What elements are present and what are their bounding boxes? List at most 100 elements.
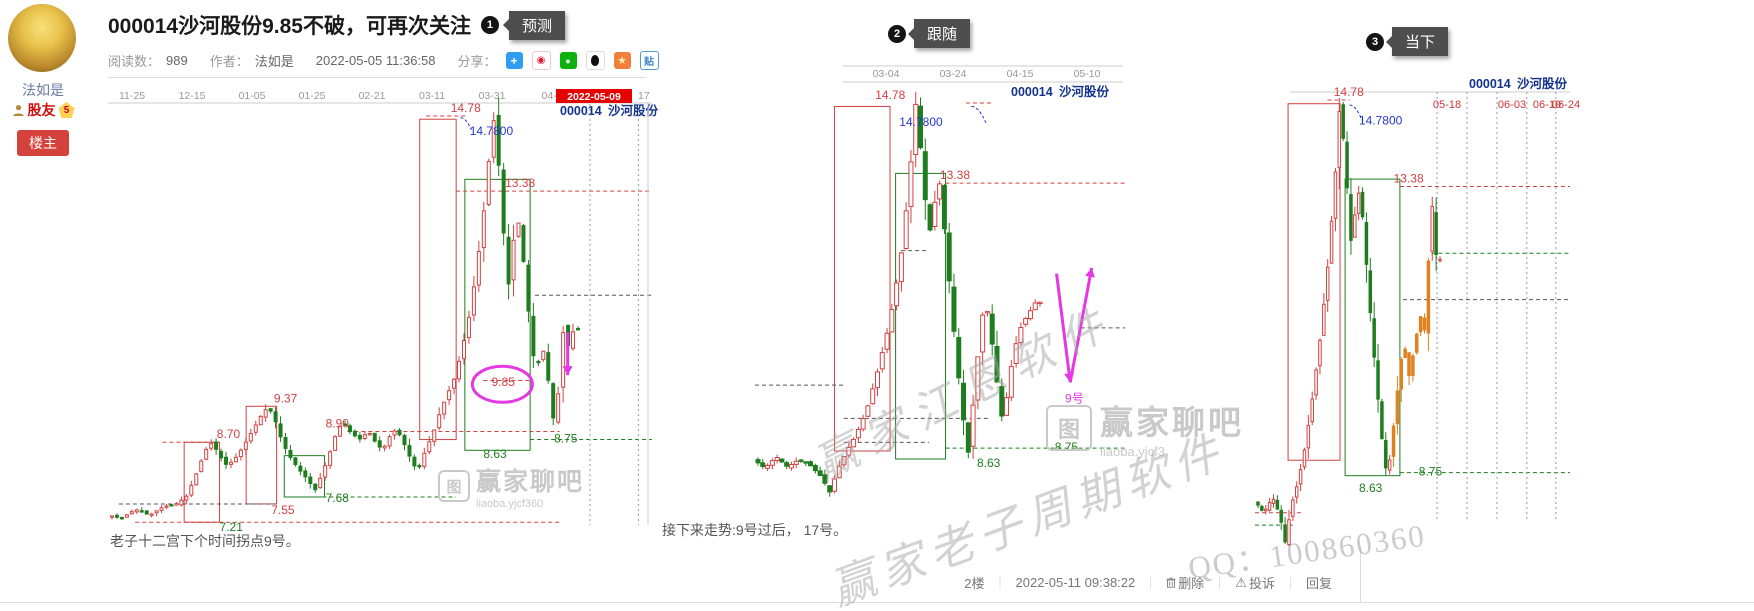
qzone-share-icon[interactable]: ★ (613, 52, 631, 69)
annotation-arrow (1068, 267, 1094, 383)
candle-body (407, 445, 412, 457)
callout-connector (460, 117, 472, 131)
candle-body (798, 459, 804, 462)
candle-body (164, 505, 169, 508)
price-label: 13.38 (1394, 172, 1424, 186)
candle-body (970, 404, 976, 447)
candle-body (303, 470, 308, 478)
candle-body (803, 461, 809, 464)
price-label: 14.78 (875, 88, 905, 102)
candle-body (1353, 214, 1357, 238)
username[interactable]: 法如是 (22, 82, 64, 98)
annotation-arrow (1055, 273, 1072, 383)
candle-body (1438, 258, 1442, 262)
author-label: 作者： (209, 54, 249, 69)
candle-body (918, 105, 924, 149)
candle-body (556, 393, 561, 423)
step-2-circle: 2 (888, 24, 906, 43)
warning-icon: ⚠ (1235, 574, 1247, 590)
candle-body (774, 457, 780, 461)
symbol-name-label: 沙河股份 (1517, 76, 1568, 91)
candle-body (784, 462, 790, 467)
candle-body (476, 251, 481, 286)
candle-body (154, 510, 159, 514)
report-link[interactable]: ⚠ 投诉 (1235, 574, 1275, 592)
delete-link[interactable]: 删除 (1166, 573, 1204, 592)
author-name[interactable]: 法如是 (254, 54, 294, 69)
price-label: 14.7800 (899, 115, 943, 129)
axis-tick-label: 12-15 (179, 90, 206, 102)
candle-body (1008, 366, 1014, 398)
candle-body (343, 423, 347, 426)
candle-body (179, 499, 184, 506)
gann-box (1287, 103, 1341, 461)
price-label: 8.75 (554, 432, 578, 446)
candle-body (1403, 348, 1407, 359)
candle-body (1411, 355, 1415, 377)
sina-weibo-share-icon[interactable]: ◉ (531, 51, 551, 70)
qq-share-icon[interactable] (585, 51, 605, 70)
candle-body (447, 390, 452, 401)
candle-body (1322, 303, 1326, 336)
candle-body (817, 470, 823, 476)
candle-body (1364, 222, 1369, 265)
candle-body (402, 435, 407, 446)
candle-body (769, 460, 775, 466)
candle-body (1037, 301, 1043, 304)
price-label: 7.68 (326, 491, 350, 505)
candle-body (1275, 499, 1280, 510)
candle-body (989, 313, 995, 345)
candle-body (1418, 316, 1423, 333)
candle-body (392, 430, 397, 436)
candle-body (481, 210, 486, 249)
reply-link[interactable]: 回复 (1305, 576, 1332, 591)
highlight-ellipse (470, 364, 534, 404)
candle-body (1399, 358, 1404, 390)
candle-body (846, 447, 852, 456)
person-icon (12, 104, 25, 117)
post-meta-row: 阅读数： 989 作者： 法如是 2022-05-05 11:36:58 分享：… (108, 51, 659, 70)
candle-body (779, 458, 785, 463)
candle-body (521, 225, 526, 262)
candle-body (268, 408, 273, 412)
axis-tick-label: 04-15 (1007, 68, 1034, 80)
candle-body (860, 418, 866, 430)
axis-tick-label: 03-04 (873, 68, 900, 80)
candle-body (432, 429, 437, 442)
share-plus-icon[interactable]: + (505, 52, 523, 69)
price-label: 14.7800 (470, 124, 514, 138)
tieba-share-icon[interactable]: 贴 (639, 51, 659, 70)
candle-body (278, 423, 283, 438)
candle-body (922, 151, 928, 201)
candle-body (461, 340, 466, 360)
candle-body (318, 477, 323, 489)
gann-box (183, 441, 221, 523)
candle-body (561, 332, 566, 388)
candle-body (1256, 501, 1260, 506)
candle-body (1329, 220, 1334, 264)
title-row: 000014沙河股份9.85不破，可再次关注 1 预测 (108, 10, 565, 40)
candle-body (1384, 439, 1388, 469)
candle-body (397, 429, 402, 436)
candle-body (149, 513, 154, 516)
symbol-code-label: 000014 (1469, 77, 1511, 91)
price-label: 14.78 (1334, 85, 1364, 99)
candle-body (975, 356, 981, 401)
axis-tick-label: 17 (638, 90, 650, 102)
candle-body (531, 315, 536, 357)
chart-forecast-canvas: 11-25 12-15 01-05 01-25 02-21 03-11 03-31 04-2 2… (108, 89, 659, 534)
candle-body (1349, 194, 1353, 241)
avatar[interactable] (8, 4, 76, 72)
gann-box (834, 105, 891, 452)
post-note: 老子十二宫下个时间拐点9号。 (110, 533, 300, 549)
candle-body (1306, 424, 1311, 449)
gann-box (1344, 178, 1401, 477)
candle-body (822, 474, 828, 484)
wechat-share-icon[interactable]: ● (559, 52, 577, 69)
candle-body (1013, 343, 1019, 364)
candle-body (841, 456, 847, 466)
candle-body (491, 120, 496, 158)
candle-body (1422, 317, 1427, 331)
